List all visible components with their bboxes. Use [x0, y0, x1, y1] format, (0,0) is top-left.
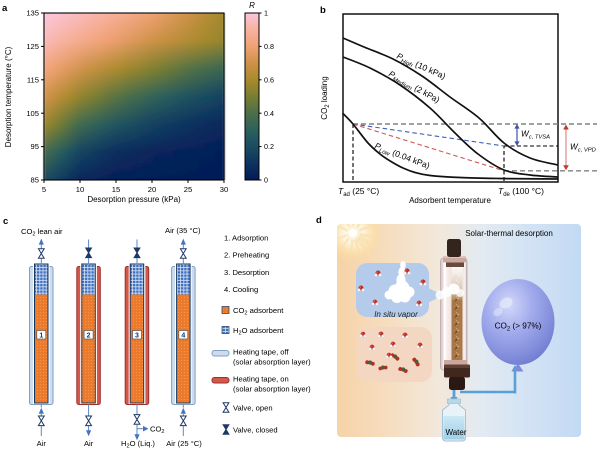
svg-text:CO2 loading: CO2 loading	[320, 76, 331, 119]
svg-text:In situ vapor: In situ vapor	[374, 310, 418, 319]
svg-text:Valve, open: Valve, open	[233, 404, 273, 413]
svg-text:Wc, VPD: Wc, VPD	[570, 143, 596, 154]
svg-text:3: 3	[135, 333, 139, 340]
svg-text:(solar absorption layer): (solar absorption layer)	[233, 358, 311, 367]
svg-text:30: 30	[220, 185, 228, 194]
svg-text:5: 5	[42, 185, 46, 194]
svg-text:Adsorbent temperature: Adsorbent temperature	[409, 196, 491, 205]
svg-text:115: 115	[27, 75, 39, 84]
svg-text:d: d	[316, 215, 322, 226]
svg-text:Air (35 °C): Air (35 °C)	[165, 226, 201, 235]
svg-text:1: 1	[39, 333, 43, 340]
svg-text:PHigh (10 kPa): PHigh (10 kPa)	[394, 51, 447, 83]
svg-text:3. Desorption: 3. Desorption	[224, 268, 269, 277]
svg-text:Solar-thermal desorption: Solar-thermal desorption	[465, 229, 553, 238]
svg-text:Water: Water	[445, 428, 466, 437]
svg-text:1. Adsorption: 1. Adsorption	[224, 234, 268, 243]
svg-text:0.4: 0.4	[264, 109, 274, 118]
svg-text:Valve, closed: Valve, closed	[233, 426, 278, 435]
svg-text:85: 85	[31, 176, 39, 185]
svg-text:a: a	[2, 3, 8, 14]
svg-text:0.6: 0.6	[264, 75, 274, 84]
svg-text:CO2: CO2	[150, 425, 165, 436]
svg-text:Desorption pressure (kPa): Desorption pressure (kPa)	[87, 195, 181, 204]
svg-text:Desorption temperature (°C): Desorption temperature (°C)	[4, 46, 13, 147]
svg-text:Wc, TVSA: Wc, TVSA	[521, 130, 550, 141]
svg-text:CO2 lean air: CO2 lean air	[21, 227, 63, 238]
svg-text:125: 125	[26, 42, 39, 51]
svg-text:Heating tape, on: Heating tape, on	[233, 375, 289, 384]
svg-text:Heating tape, off: Heating tape, off	[233, 348, 289, 357]
svg-text:25: 25	[184, 185, 192, 194]
svg-text:0.2: 0.2	[264, 142, 274, 151]
svg-text:b: b	[320, 5, 326, 16]
svg-text:Tde (100 °C): Tde (100 °C)	[498, 186, 544, 198]
svg-text:135: 135	[26, 9, 39, 18]
svg-text:0.8: 0.8	[264, 42, 274, 51]
svg-text:1: 1	[264, 9, 268, 18]
svg-text:2: 2	[87, 333, 91, 340]
svg-text:H2O adsorbent: H2O adsorbent	[233, 326, 284, 337]
svg-text:0: 0	[264, 176, 268, 185]
svg-text:c: c	[3, 216, 8, 227]
svg-text:20: 20	[148, 185, 156, 194]
svg-text:10: 10	[76, 185, 84, 194]
svg-text:Air: Air	[84, 439, 94, 448]
svg-text:Air: Air	[37, 439, 47, 448]
svg-text:H2O (Liq.): H2O (Liq.)	[121, 439, 155, 450]
svg-text:95: 95	[31, 142, 39, 151]
svg-text:2. Preheating: 2. Preheating	[224, 251, 269, 260]
svg-text:4: 4	[181, 333, 185, 340]
svg-text:4. Cooling: 4. Cooling	[224, 285, 258, 294]
svg-text:CO2 (> 97%): CO2 (> 97%)	[495, 322, 542, 333]
svg-text:Tad (25 °C): Tad (25 °C)	[338, 186, 379, 198]
svg-text:105: 105	[26, 109, 39, 118]
svg-text:CO2 adsorbent: CO2 adsorbent	[233, 306, 284, 317]
svg-text:15: 15	[112, 185, 120, 194]
svg-text:Air (25 °C): Air (25 °C)	[166, 439, 202, 448]
svg-text:R: R	[249, 1, 255, 10]
svg-text:(solar absorption layer): (solar absorption layer)	[233, 385, 311, 394]
